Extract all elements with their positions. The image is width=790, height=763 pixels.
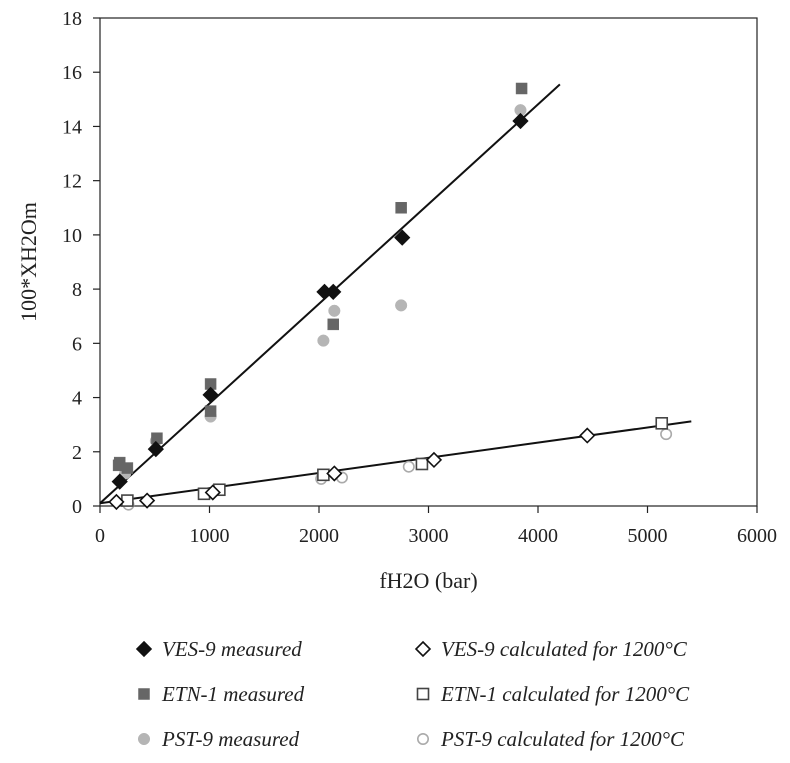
series-0 (111, 112, 529, 490)
data-point (579, 427, 596, 444)
legend-item: PST-9 calculated for 1200°C (416, 727, 685, 751)
legend-item: VES-9 calculated for 1200°C (414, 637, 688, 661)
data-point (202, 386, 219, 403)
data-point (660, 428, 673, 441)
trend-lines (99, 83, 692, 505)
y-tick-label: 16 (62, 62, 82, 84)
legend-marker (138, 688, 150, 700)
data-point (328, 304, 341, 317)
data-point (204, 405, 217, 417)
data-point (415, 457, 429, 471)
legend-item: ETN-1 calculated for 1200°C (416, 682, 690, 706)
x-tick-label: 3000 (409, 525, 449, 547)
legend: VES-9 measured ETN-1 measured PST-9 measur… (135, 637, 690, 751)
data-point (655, 417, 669, 430)
data-point (204, 484, 221, 501)
y-tick-label: 10 (62, 225, 82, 247)
data-point (425, 451, 443, 469)
data-point (317, 334, 330, 347)
legend-label: PST-9 calculated for 1200°C (440, 727, 685, 751)
y-tick-label: 2 (72, 442, 82, 464)
data-points (108, 82, 673, 511)
data-point (108, 493, 125, 511)
series-1 (112, 82, 528, 474)
legend-label: PST-9 measured (161, 727, 300, 751)
plot-area (99, 17, 758, 507)
trend-line (99, 420, 692, 505)
data-point (325, 283, 342, 300)
legend-label: VES-9 calculated for 1200°C (441, 637, 688, 661)
legend-marker (416, 732, 429, 745)
x-tick-label: 2000 (299, 525, 339, 547)
y-tick-label: 18 (62, 8, 82, 30)
legend-marker (137, 732, 151, 746)
y-tick-label: 6 (72, 333, 82, 355)
legend-item: ETN-1 measured (138, 682, 305, 706)
y-axis-title: 100*XH2Om (16, 202, 41, 322)
legend-label: VES-9 measured (162, 637, 302, 661)
data-point (138, 492, 156, 509)
data-point (395, 299, 408, 312)
x-tick-label: 1000 (190, 525, 230, 547)
legend-marker (416, 687, 430, 701)
data-point (326, 465, 343, 482)
data-point (121, 494, 134, 507)
legend-item: VES-9 measured (135, 637, 302, 661)
legend-label: ETN-1 measured (161, 682, 305, 706)
data-point (394, 229, 411, 246)
axis-ticks: 0 1000 2000 3000 4000 5000 6000 0 2 4 6 8 10 12 14 16 18 (62, 8, 777, 547)
data-point (395, 202, 407, 214)
y-tick-label: 14 (62, 116, 82, 138)
plot-border (99, 17, 758, 507)
x-axis-title: fH2O (bar) (379, 568, 477, 593)
data-point (111, 473, 128, 490)
data-point (327, 318, 339, 331)
data-point (147, 440, 164, 458)
y-tick-label: 0 (72, 496, 82, 518)
series-3 (108, 427, 596, 511)
legend-item: PST-9 measured (137, 727, 300, 751)
x-tick-label: 6000 (737, 525, 777, 547)
y-tick-label: 8 (72, 279, 82, 301)
data-point (121, 462, 134, 474)
data-point (317, 468, 330, 482)
legend-label: ETN-1 calculated for 1200°C (440, 682, 690, 706)
data-point (512, 112, 529, 130)
legend-marker (414, 640, 432, 658)
y-tick-label: 12 (62, 171, 82, 193)
data-point (515, 82, 528, 95)
y-tick-label: 4 (72, 388, 82, 410)
x-tick-label: 0 (95, 525, 105, 547)
x-tick-label: 4000 (518, 525, 558, 547)
data-point (402, 460, 415, 473)
x-tick-label: 5000 (628, 525, 668, 547)
legend-marker (135, 640, 153, 658)
